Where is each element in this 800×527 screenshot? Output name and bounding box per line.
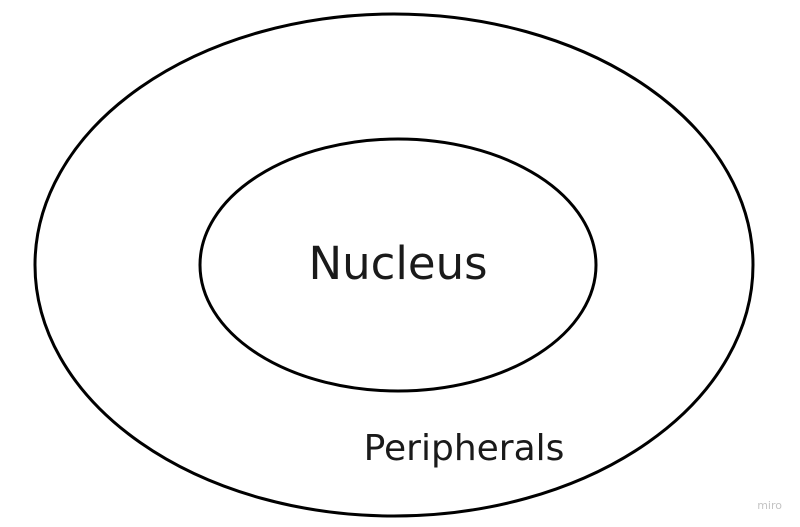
nucleus-label: Nucleus (308, 237, 487, 290)
inner-ellipse-nucleus (198, 137, 598, 393)
miro-watermark: miro (757, 499, 782, 512)
outer-ellipse-peripherals (33, 12, 755, 518)
peripherals-label: Peripherals (364, 428, 565, 469)
